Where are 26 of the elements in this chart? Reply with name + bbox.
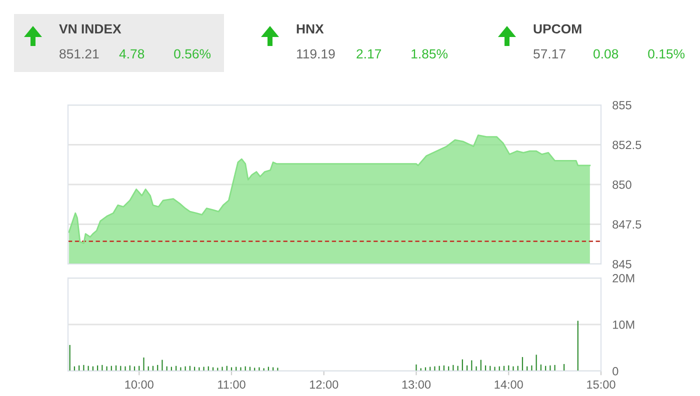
text: 119.19 — [297, 49, 335, 59]
text: 2.17 — [356, 49, 382, 58]
text: 1.85% — [412, 49, 448, 59]
text: 0.56% — [174, 49, 211, 59]
text: 0.15% — [648, 49, 685, 59]
y-tick-label: 0 — [612, 367, 618, 376]
y-tick-label: 855 — [612, 101, 632, 110]
y-tick-label: 845 — [612, 260, 632, 268]
text: UPCOM — [534, 24, 582, 34]
x-tick-label: 11:00 — [218, 380, 246, 389]
y-tick-label: 10M — [613, 320, 634, 329]
text: 4.78 — [119, 49, 144, 59]
y-tick-label: 852.5 — [612, 140, 642, 150]
x-tick-label: 15:00 — [587, 380, 616, 389]
y-tick-label: 847.5 — [612, 220, 642, 229]
text: 57.17 — [534, 49, 566, 59]
text: 0.08 — [594, 49, 618, 59]
y-tick-label: 20M — [612, 274, 634, 282]
x-tick-label: 13:00 — [402, 380, 431, 389]
text: HNX — [296, 24, 324, 34]
text: 851.21 — [60, 49, 99, 59]
y-tick-label: 850 — [612, 180, 632, 189]
x-tick-label: 12:00 — [310, 380, 338, 389]
x-tick-label: 14:00 — [494, 380, 523, 389]
x-tick-label: 10:00 — [125, 380, 154, 389]
text: VN INDEX — [59, 24, 122, 34]
